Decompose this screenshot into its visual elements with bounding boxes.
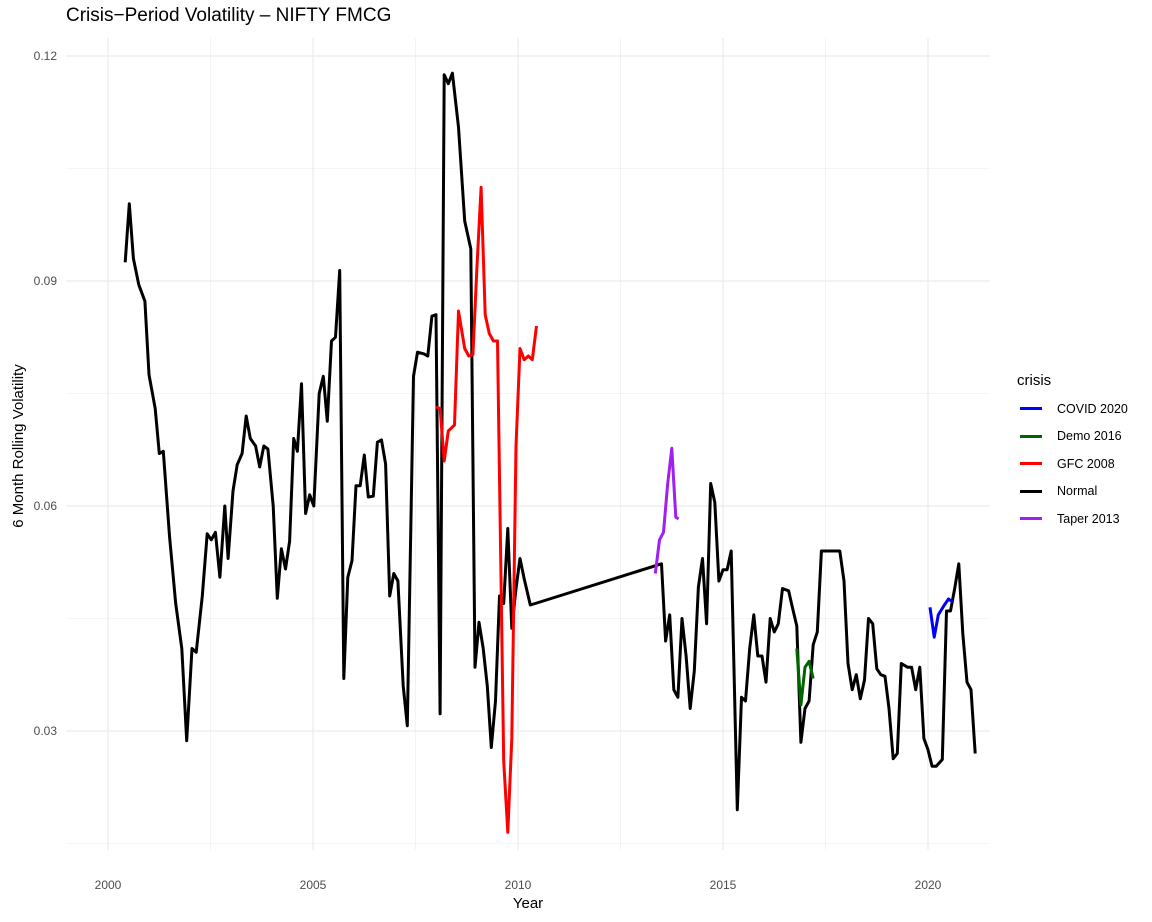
series-line-demo-2016 <box>795 648 815 707</box>
y-tick-label: 0.12 <box>34 49 58 63</box>
x-axis-ticks: 2000 2005 2010 2015 2020 <box>95 878 942 892</box>
series-line-normal <box>123 71 977 812</box>
legend-key-icon <box>1020 462 1042 466</box>
legend-item-taper-2013: Taper 2013 <box>1017 505 1128 533</box>
series-line-taper-2013 <box>653 446 680 574</box>
grid-lines <box>66 38 990 850</box>
legend-key-icon <box>1020 517 1042 521</box>
x-tick-label: 2000 <box>95 878 122 892</box>
legend-item-gfc-2008: GFC 2008 <box>1017 450 1128 478</box>
chart-title: Crisis−Period Volatility – NIFTY FMCG <box>66 5 392 26</box>
legend-item-demo-2016: Demo 2016 <box>1017 423 1128 451</box>
y-tick-label: 0.03 <box>34 724 58 738</box>
series-line-gfc-2008 <box>435 185 538 834</box>
data-series <box>123 71 977 834</box>
x-tick-label: 2010 <box>505 878 532 892</box>
legend-key-icon <box>1020 489 1042 493</box>
legend-key-icon <box>1020 434 1042 438</box>
y-axis-title: 6 Month Rolling Volatility <box>10 364 27 528</box>
legend-item-covid-2020: COVID 2020 <box>1017 395 1128 423</box>
legend-key-icon <box>1020 407 1042 411</box>
y-axis-ticks: 0.03 0.06 0.09 0.12 <box>34 49 58 738</box>
series-line-covid-2020 <box>928 597 954 639</box>
y-tick-label: 0.09 <box>34 274 58 288</box>
y-tick-label: 0.06 <box>34 499 58 513</box>
legend-item-normal: Normal <box>1017 478 1128 506</box>
x-tick-label: 2005 <box>300 878 327 892</box>
legend-title: crisis <box>1017 372 1052 389</box>
x-axis-title: Year <box>513 895 543 912</box>
x-tick-label: 2015 <box>710 878 737 892</box>
x-tick-label: 2020 <box>915 878 942 892</box>
legend: crisis COVID 2020 Demo 2016 GFC 2008 Nor… <box>1017 372 1128 533</box>
